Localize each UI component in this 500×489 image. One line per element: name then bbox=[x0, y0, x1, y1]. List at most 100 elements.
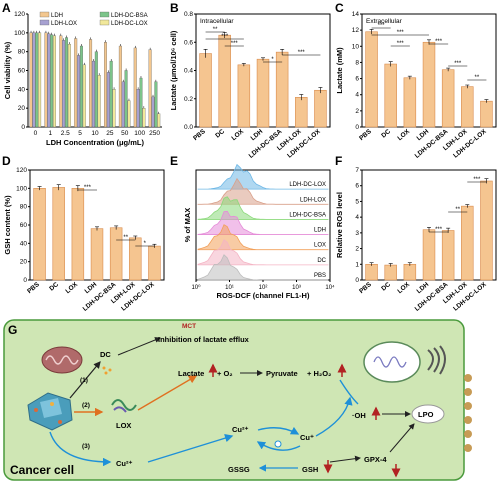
significance-label: *** bbox=[397, 30, 405, 36]
bar bbox=[256, 58, 270, 128]
bar bbox=[403, 263, 417, 281]
x-tick-label: LDH bbox=[416, 281, 431, 295]
y-tick-label: 40 bbox=[18, 86, 26, 93]
oh-label: ·OH bbox=[352, 411, 366, 420]
arrow-step3 bbox=[49, 431, 112, 467]
bar bbox=[384, 264, 397, 281]
bar bbox=[295, 97, 308, 128]
significance-label: * bbox=[271, 57, 274, 63]
x-tick-label: 50 bbox=[121, 130, 129, 137]
gsh-label: GSH bbox=[302, 465, 318, 474]
arrow-cu-to-center bbox=[147, 434, 234, 463]
arrow-h2o2-oh bbox=[339, 379, 359, 405]
y-tick-label: 0.0 bbox=[184, 124, 193, 131]
x-tick-label: DC bbox=[214, 128, 226, 140]
significance-label: *** bbox=[435, 227, 443, 233]
bar bbox=[422, 229, 436, 281]
y-tick-label: 120 bbox=[16, 167, 27, 174]
y-tick-label: 100 bbox=[14, 30, 25, 37]
bar bbox=[365, 263, 378, 281]
x-tick-label: LOX bbox=[230, 128, 245, 142]
cu2-center-label: Cu²⁺ bbox=[232, 425, 248, 434]
y-tick-label: 2 bbox=[355, 108, 359, 115]
x-tick-label: 10³ bbox=[292, 285, 301, 291]
significance-label: ** bbox=[475, 75, 480, 81]
bar bbox=[461, 86, 474, 128]
y-tick-label: 40 bbox=[20, 240, 28, 247]
bar bbox=[104, 42, 107, 128]
x-tick-label: 1 bbox=[49, 130, 53, 137]
golgi-icon bbox=[427, 345, 446, 375]
bar bbox=[77, 55, 81, 128]
bar bbox=[32, 32, 36, 128]
bar bbox=[314, 89, 327, 128]
panel-label-c: C bbox=[335, 1, 344, 15]
bar bbox=[403, 77, 417, 128]
x-tick-label: LOX bbox=[396, 128, 411, 142]
bar bbox=[118, 45, 122, 128]
legend-label: LDH bbox=[51, 13, 63, 19]
y-tick-label: 0.8 bbox=[184, 11, 193, 18]
x-tick-label: LOX bbox=[64, 281, 79, 295]
significance-label: *** bbox=[378, 23, 386, 29]
series-label: PBS bbox=[314, 273, 326, 279]
bar bbox=[35, 32, 39, 128]
bar bbox=[199, 53, 212, 128]
y-axis-title: % of MAX bbox=[183, 208, 192, 243]
legend-swatch bbox=[99, 19, 110, 26]
arrow-cu1-oh bbox=[315, 396, 353, 437]
significance-label: ** bbox=[455, 207, 460, 213]
bar bbox=[237, 64, 251, 128]
arrow-gsh-gpx4 bbox=[329, 455, 361, 463]
x-tick-label: 10¹ bbox=[225, 285, 234, 291]
y-tick-label: 3 bbox=[355, 230, 359, 237]
chart-title: Extracellular bbox=[366, 18, 403, 25]
h2o2-label: + H₂O₂ bbox=[307, 369, 331, 378]
y-tick-label: 120 bbox=[14, 11, 25, 18]
series-label: LDH bbox=[314, 228, 326, 234]
chart-a: 0 20 40 60 80 100 120 0 1 2.5 5 10 25 50 100 250 LDH Con… bbox=[3, 11, 162, 147]
arrow-cu2-to-cu1 bbox=[257, 426, 300, 435]
bar bbox=[97, 75, 101, 128]
bar bbox=[127, 100, 131, 128]
arrow-gpx4-lpo bbox=[389, 423, 415, 453]
y-tick-label: 80 bbox=[18, 49, 26, 56]
legend-swatch bbox=[39, 11, 50, 18]
y-tick-label: 6 bbox=[355, 76, 359, 83]
significance-label: *** bbox=[231, 41, 239, 47]
significance-label: ** bbox=[123, 235, 128, 241]
y-tick-label: 4 bbox=[355, 214, 359, 221]
y-tick-label: 20 bbox=[20, 259, 28, 266]
y-axis-title: Lactate (μmol/10⁶ cell) bbox=[169, 30, 178, 110]
bar bbox=[90, 228, 104, 281]
bar bbox=[29, 32, 33, 128]
legend-label: LDH-LOX bbox=[51, 21, 77, 27]
x-tick-label: 250 bbox=[149, 130, 160, 137]
bar bbox=[129, 237, 142, 281]
bar bbox=[121, 81, 125, 128]
x-tick-label: LDH bbox=[250, 128, 265, 142]
x-tick-label: 100 bbox=[134, 130, 145, 137]
x-tick-label: PBS bbox=[358, 128, 373, 142]
bar bbox=[53, 35, 56, 128]
legend-swatch bbox=[99, 11, 110, 18]
significance-label: *** bbox=[298, 50, 306, 56]
y-tick-label: 4 bbox=[355, 92, 359, 99]
y-axis-title: Lactate (mM) bbox=[335, 47, 344, 94]
y-tick-label: 8 bbox=[355, 59, 359, 66]
ldh-nanoparticle-icon bbox=[27, 392, 73, 431]
cell-background bbox=[3, 319, 465, 481]
cu2-left-label: Cu²⁺ bbox=[116, 459, 132, 468]
series-label: LDH-LOX bbox=[300, 197, 326, 203]
bar bbox=[461, 205, 474, 281]
bar bbox=[154, 81, 158, 128]
series-label: LOX bbox=[314, 243, 326, 249]
bar bbox=[33, 188, 46, 281]
bar bbox=[109, 227, 123, 281]
x-tick-label: 10 bbox=[91, 130, 99, 137]
bar bbox=[50, 34, 54, 128]
x-tick-label: DC bbox=[48, 281, 60, 293]
bar bbox=[124, 70, 128, 128]
